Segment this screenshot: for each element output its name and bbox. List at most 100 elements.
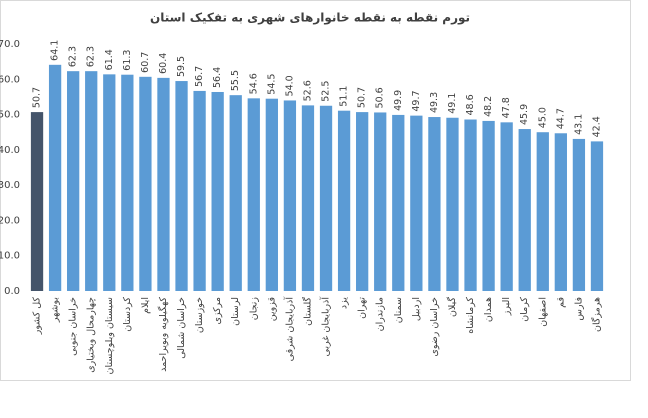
value-label: 52.5	[321, 81, 332, 102]
x-tick-label: خوزستان	[194, 297, 205, 333]
value-label: 62.3	[68, 46, 79, 67]
value-label: 49.3	[429, 92, 440, 113]
bar	[410, 115, 423, 291]
value-label: 47.8	[501, 97, 512, 118]
value-label: 62.3	[86, 46, 97, 67]
bar	[446, 117, 459, 291]
y-tick-label: 50.0	[0, 110, 20, 121]
x-tick-label: مازندران	[375, 297, 386, 331]
x-tick-label: خراسان شمالی	[176, 297, 187, 359]
x-tick-label: کرمان	[519, 297, 530, 322]
x-tick-label: بوشهر	[50, 297, 61, 323]
bar	[67, 71, 80, 291]
chart-frame	[0, 0, 631, 381]
bar	[590, 141, 604, 291]
bar	[374, 112, 387, 291]
chart-title: تورم نقطه به نقطه خانوارهای شهری به تفکی…	[150, 11, 470, 26]
value-label: 56.4	[212, 67, 223, 88]
bar	[193, 90, 206, 292]
value-label: 54.5	[266, 74, 277, 95]
bar	[229, 95, 242, 292]
bar	[518, 129, 531, 291]
x-tick-label: کرمانشاه	[465, 297, 476, 334]
bar	[265, 98, 278, 291]
bar	[211, 91, 224, 291]
value-label: 49.7	[411, 90, 422, 111]
x-tick-label: مرکزی	[212, 297, 223, 325]
value-label: 50.7	[357, 87, 368, 108]
y-tick-label: 0.0	[4, 286, 20, 297]
x-tick-label: سیستان وبلوچستان	[104, 297, 115, 374]
value-label: 49.1	[447, 93, 458, 114]
bar	[536, 132, 549, 291]
x-tick-label: سمنان	[393, 297, 404, 323]
bar	[301, 105, 315, 291]
bar	[428, 117, 441, 291]
value-label: 60.7	[140, 52, 151, 73]
value-label: 61.3	[122, 50, 133, 71]
x-tick-label: گلستان	[301, 297, 313, 326]
bar	[30, 112, 44, 291]
value-label: 60.4	[158, 53, 169, 74]
bar	[247, 98, 260, 291]
bar	[392, 114, 405, 291]
value-label: 64.1	[50, 40, 61, 61]
x-tick-label: اصفهان	[537, 297, 548, 327]
x-tick-label: آذربایجان غربی	[319, 297, 332, 357]
value-label: 52.6	[302, 80, 313, 101]
x-tick-label: فارس	[573, 297, 584, 321]
x-tick-label: زنجان	[248, 297, 259, 321]
x-tick-label: آذربایجان شرقی	[282, 297, 295, 362]
x-tick-label: اردبیل	[411, 297, 422, 321]
x-tick-label: ایلام	[140, 297, 151, 314]
value-label: 54.6	[248, 73, 259, 94]
value-label: 48.2	[483, 96, 494, 117]
x-tick-label: خراسان رضوی	[429, 297, 440, 357]
x-tick-label: یزد	[339, 297, 350, 309]
bar	[103, 74, 116, 292]
value-label: 50.7	[32, 87, 43, 108]
bar	[482, 120, 495, 292]
x-tick-label: کردستان	[122, 297, 133, 332]
value-label: 55.5	[230, 70, 241, 91]
bar	[85, 71, 98, 291]
value-label: 51.1	[339, 86, 350, 107]
y-tick-label: 20.0	[0, 215, 20, 226]
value-label: 44.7	[555, 108, 566, 129]
value-label: 49.9	[393, 90, 404, 111]
bar	[175, 81, 188, 291]
value-label: 61.4	[104, 49, 115, 70]
x-tick-label: هرمزگان	[590, 297, 602, 332]
bar	[157, 77, 170, 291]
x-tick-label: کهگیلویه وبویراحمد	[157, 297, 169, 372]
y-tick-label: 70.0	[0, 39, 20, 50]
bar	[356, 112, 369, 291]
value-label: 56.7	[194, 66, 205, 87]
value-label: 48.6	[465, 94, 476, 115]
bar	[554, 133, 567, 291]
y-tick-label: 40.0	[0, 145, 20, 156]
x-tick-label: گیلان	[446, 297, 458, 318]
value-label: 59.5	[176, 56, 187, 77]
x-tick-label: قم	[555, 297, 566, 308]
bar	[283, 100, 297, 291]
bar	[337, 110, 351, 291]
y-tick-label: 60.0	[0, 74, 20, 85]
value-label: 54.0	[284, 75, 295, 96]
bar	[464, 119, 477, 291]
x-tick-label: لرستان	[230, 297, 241, 326]
x-tick-label: همدان	[483, 297, 494, 322]
x-tick-label: البرز	[501, 297, 512, 316]
bar	[500, 122, 513, 291]
bar	[121, 74, 134, 291]
y-tick-label: 10.0	[0, 251, 20, 262]
x-tick-label: خراسان جنوبی	[68, 297, 79, 356]
y-tick-label: 30.0	[0, 180, 20, 191]
bar	[572, 138, 586, 291]
x-tick-label: کل کشور	[32, 297, 43, 336]
value-label: 45.9	[519, 104, 530, 125]
x-tick-label: قزوین	[266, 297, 277, 321]
bar	[48, 64, 62, 291]
x-tick-label: چهارمحال وبختیاری	[86, 297, 97, 373]
